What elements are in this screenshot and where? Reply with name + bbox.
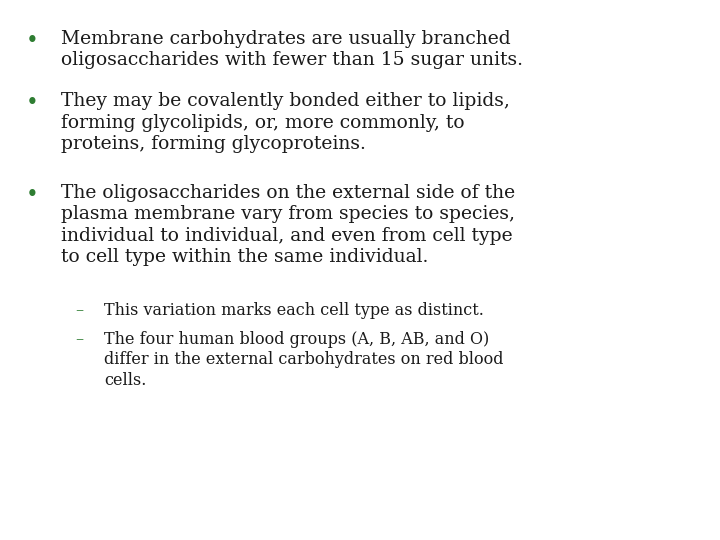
Text: They may be covalently bonded either to lipids,
forming glycolipids, or, more co: They may be covalently bonded either to … — [61, 92, 510, 153]
Text: The four human blood groups (A, B, AB, and O)
differ in the external carbohydrat: The four human blood groups (A, B, AB, a… — [104, 331, 504, 388]
Text: •: • — [26, 92, 39, 114]
Text: •: • — [26, 30, 39, 52]
Text: Membrane carbohydrates are usually branched
oligosaccharides with fewer than 15 : Membrane carbohydrates are usually branc… — [61, 30, 523, 69]
Text: This variation marks each cell type as distinct.: This variation marks each cell type as d… — [104, 302, 485, 319]
Text: The oligosaccharides on the external side of the
plasma membrane vary from speci: The oligosaccharides on the external sid… — [61, 184, 516, 266]
Text: •: • — [26, 184, 39, 206]
Text: –: – — [76, 331, 84, 348]
Text: –: – — [76, 302, 84, 319]
